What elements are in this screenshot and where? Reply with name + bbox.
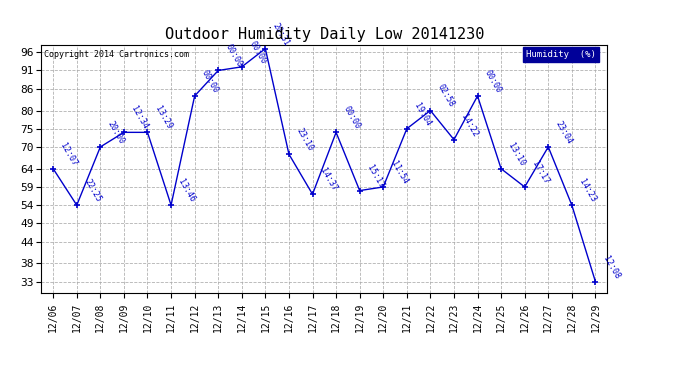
- Text: 19:04: 19:04: [413, 101, 433, 128]
- Text: 20:00: 20:00: [106, 119, 126, 146]
- Text: 23:10: 23:10: [295, 127, 315, 153]
- Text: Humidity  (%): Humidity (%): [526, 50, 596, 59]
- Text: 15:17: 15:17: [365, 163, 386, 189]
- Text: 13:29: 13:29: [153, 105, 173, 131]
- Title: Outdoor Humidity Daily Low 20141230: Outdoor Humidity Daily Low 20141230: [165, 27, 484, 42]
- Text: 13:10: 13:10: [506, 141, 527, 167]
- Text: 12:34: 12:34: [130, 105, 150, 131]
- Text: 02:58: 02:58: [436, 83, 456, 109]
- Text: 14:22: 14:22: [460, 112, 480, 138]
- Text: 22:25: 22:25: [82, 178, 103, 204]
- Text: Copyright 2014 Cartronics.com: Copyright 2014 Cartronics.com: [44, 50, 189, 59]
- Text: 14:37: 14:37: [318, 167, 338, 193]
- Text: 12:08: 12:08: [601, 254, 621, 280]
- Text: 00:00: 00:00: [483, 68, 504, 94]
- Text: 00:00: 00:00: [200, 68, 221, 94]
- Text: 12:07: 12:07: [59, 141, 79, 167]
- Text: 20:31: 20:31: [271, 21, 291, 47]
- Text: 17:17: 17:17: [530, 159, 551, 186]
- Text: 00:00: 00:00: [224, 43, 244, 69]
- Text: 13:46: 13:46: [177, 178, 197, 204]
- Text: 14:23: 14:23: [578, 178, 598, 204]
- Text: 23:04: 23:04: [554, 119, 574, 146]
- Text: 00:00: 00:00: [247, 39, 268, 66]
- Text: 00:00: 00:00: [342, 105, 362, 131]
- Text: 11:54: 11:54: [388, 159, 409, 186]
